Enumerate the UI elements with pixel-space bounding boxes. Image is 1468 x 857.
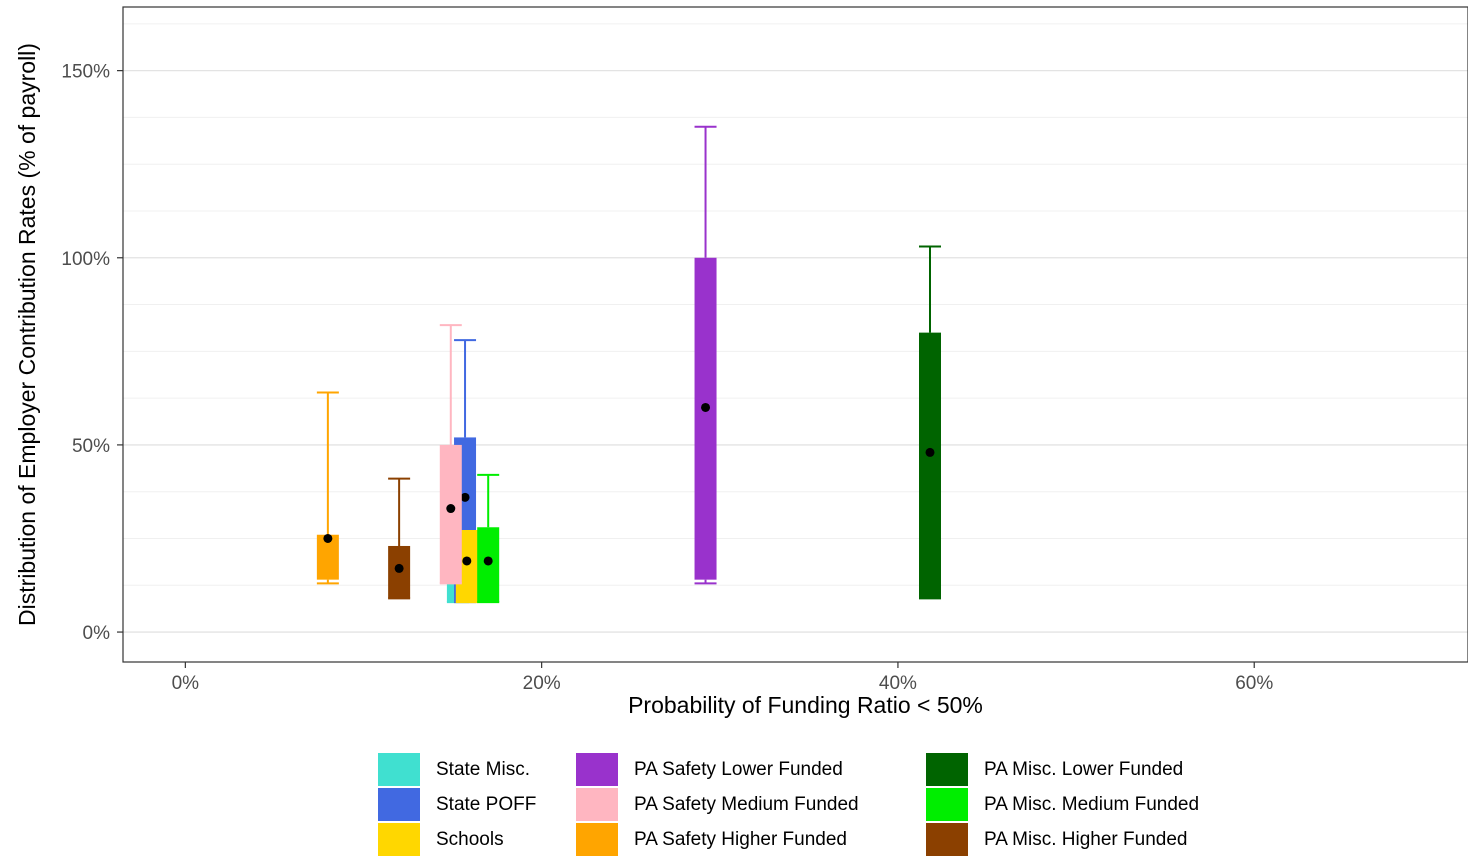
legend-swatch <box>926 788 968 821</box>
legend-item: PA Safety Medium Funded <box>576 787 859 822</box>
x-axis-title: Probability of Funding Ratio < 50% <box>628 692 983 718</box>
legend: State Misc. State POFF Schools PA Safety Lo… <box>378 750 1278 857</box>
legend-label: PA Safety Lower Funded <box>634 758 843 780</box>
grid <box>123 23 1468 633</box>
legend-label: PA Misc. Medium Funded <box>984 793 1200 815</box>
y-tick-label: 100% <box>61 249 110 270</box>
box-series <box>316 391 339 585</box>
x-tick-label: 60% <box>1235 673 1273 694</box>
legend-label: PA Misc. Lower Funded <box>984 758 1184 780</box>
legend-swatch <box>378 788 420 821</box>
median-point <box>460 492 470 502</box>
median-point <box>323 533 333 543</box>
box-series <box>439 324 462 585</box>
legend-swatch <box>926 823 968 856</box>
median-point <box>925 447 935 457</box>
legend-item: PA Misc. Higher Funded <box>926 822 1187 857</box>
box <box>439 444 462 584</box>
legend-swatch <box>926 753 968 786</box>
box <box>694 257 717 580</box>
y-tick-label: 50% <box>72 436 110 457</box>
legend-swatch <box>576 753 618 786</box>
x-tick-label: 40% <box>879 673 917 694</box>
y-tick-label: 150% <box>61 62 110 83</box>
box-series <box>477 473 500 604</box>
box-series <box>388 477 411 600</box>
box <box>316 534 339 580</box>
legend-label: PA Safety Medium Funded <box>634 793 859 815</box>
legend-item: PA Safety Higher Funded <box>576 822 847 857</box>
median-point <box>394 563 404 573</box>
box-series <box>694 125 717 585</box>
legend-item: Schools <box>378 822 504 857</box>
x-tick-label: 0% <box>172 673 200 694</box>
legend-label: Schools <box>436 828 504 850</box>
median-point <box>462 556 472 566</box>
axes: 0% 50% 100% 150% 0% 20% 40% 60% <box>61 62 1273 694</box>
plot-panel-border <box>122 6 1468 663</box>
legend-label: State Misc. <box>436 758 530 780</box>
legend-swatch <box>378 823 420 856</box>
legend-swatch <box>378 753 420 786</box>
median-point <box>483 556 493 566</box>
y-tick-label: 0% <box>83 623 111 644</box>
legend-item: PA Safety Lower Funded <box>576 752 843 787</box>
boxplot-layer <box>316 125 941 604</box>
box <box>919 332 941 599</box>
legend-item: State POFF <box>378 787 536 822</box>
legend-swatch <box>576 788 618 821</box>
y-axis-title: Distribution of Employer Contribution Ra… <box>14 43 40 626</box>
legend-item: PA Misc. Medium Funded <box>926 787 1199 822</box>
median-point <box>446 504 456 514</box>
median-point <box>701 402 711 412</box>
legend-label: PA Misc. Higher Funded <box>984 828 1188 850</box>
legend-item: PA Misc. Lower Funded <box>926 752 1183 787</box>
legend-item: State Misc. <box>378 752 530 787</box>
box-series <box>919 245 941 600</box>
legend-label: PA Safety Higher Funded <box>634 828 847 850</box>
legend-swatch <box>576 823 618 856</box>
legend-label: State POFF <box>436 793 537 815</box>
x-tick-label: 20% <box>523 673 561 694</box>
